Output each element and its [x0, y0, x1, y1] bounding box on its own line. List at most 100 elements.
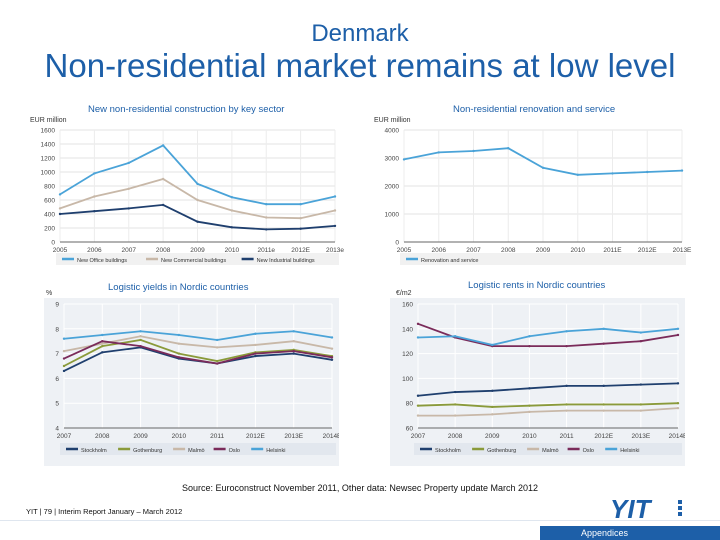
- data-point: [230, 226, 234, 229]
- data-point: [565, 403, 568, 406]
- data-point: [676, 406, 680, 410]
- x-tick-label: 2013e: [326, 247, 344, 254]
- legend-label: Oslo: [583, 448, 594, 454]
- chart-3-title: Logistic yields in Nordic countries: [108, 282, 249, 293]
- data-point: [58, 207, 62, 210]
- data-point: [161, 203, 165, 207]
- series-line: [418, 407, 679, 417]
- x-tick-label: 2008: [95, 433, 110, 440]
- source-note: Source: Euroconstruct November 2011, Oth…: [181, 483, 539, 493]
- data-point: [491, 389, 494, 392]
- data-point: [196, 198, 199, 202]
- data-point: [416, 414, 420, 417]
- x-tick-label: 2013E: [284, 433, 303, 440]
- data-point: [453, 403, 457, 406]
- data-point: [62, 337, 66, 340]
- y-tick-label: 400: [44, 212, 55, 219]
- data-point: [639, 340, 643, 343]
- y-tick-label: 1000: [385, 212, 400, 219]
- data-point: [330, 358, 334, 361]
- data-point: [416, 394, 420, 397]
- data-point: [602, 384, 605, 388]
- data-point: [491, 413, 494, 416]
- legend-label: Malmö: [188, 448, 205, 454]
- x-tick-label: 2012E: [246, 433, 265, 440]
- x-tick-label: 2012E: [291, 247, 310, 254]
- data-point: [127, 187, 130, 190]
- chart-background: [390, 298, 685, 466]
- x-tick-label: 2013E: [673, 247, 692, 254]
- x-tick-label: 2011E: [603, 247, 622, 254]
- data-point: [215, 359, 219, 363]
- data-point: [416, 404, 420, 407]
- y-tick-label: 6: [55, 376, 59, 383]
- data-point: [58, 212, 62, 216]
- x-tick-label: 2010: [571, 247, 586, 254]
- legend-label: Helsinki: [620, 448, 639, 454]
- legend-label: New Office buildings: [77, 258, 127, 264]
- y-tick-label: 5: [55, 401, 59, 408]
- y-tick-label: 1200: [41, 156, 56, 163]
- data-point: [299, 217, 302, 220]
- series-line: [417, 327, 679, 346]
- y-tick-label: 80: [406, 401, 414, 408]
- series-line: [417, 402, 679, 408]
- x-tick-label: 2008: [448, 433, 463, 440]
- y-tick-label: 2000: [385, 184, 400, 191]
- data-point: [101, 340, 104, 343]
- data-point: [292, 352, 295, 355]
- x-tick-label: 2006: [87, 247, 102, 254]
- data-point: [565, 384, 568, 388]
- y-tick-label: 4: [55, 426, 59, 433]
- data-point: [62, 357, 66, 360]
- data-point: [196, 182, 199, 186]
- data-point: [491, 405, 494, 409]
- series-line: [63, 330, 333, 341]
- y-tick-label: 1400: [41, 142, 56, 149]
- x-tick-label: 2014E: [669, 433, 685, 440]
- data-point: [161, 144, 165, 147]
- data-point: [416, 336, 420, 339]
- data-point: [528, 404, 531, 407]
- x-tick-label: 2014E: [323, 433, 339, 440]
- legend-label: Oslo: [229, 448, 240, 454]
- chart-4-ylabel: €/m2: [396, 290, 412, 297]
- legend-label: Malmö: [542, 448, 559, 454]
- data-point: [127, 161, 130, 165]
- data-point: [611, 172, 614, 175]
- y-tick-label: 9: [55, 302, 59, 309]
- data-point: [265, 216, 268, 219]
- legend-label: Stockholm: [435, 448, 461, 454]
- y-tick-label: 800: [44, 184, 55, 191]
- data-point: [101, 344, 104, 348]
- data-point: [177, 356, 181, 359]
- y-tick-label: 3000: [385, 156, 400, 163]
- x-tick-label: 2012E: [638, 247, 657, 254]
- legend-background: [414, 443, 682, 455]
- data-point: [254, 332, 257, 335]
- data-point: [639, 409, 643, 412]
- data-point: [576, 173, 579, 176]
- series-line: [417, 322, 679, 348]
- data-point: [265, 228, 268, 231]
- x-tick-label: 2010: [172, 433, 187, 440]
- data-point: [177, 333, 181, 337]
- chart-background: [44, 298, 339, 466]
- legend-label: Gothenburg: [487, 448, 516, 454]
- chart-4-title: Logistic rents in Nordic countries: [468, 280, 606, 291]
- chart-3-ylabel: %: [46, 290, 53, 297]
- data-point: [101, 333, 104, 337]
- x-tick-label: 2005: [53, 247, 68, 254]
- x-tick-label: 2013E: [631, 433, 650, 440]
- y-tick-label: 140: [402, 326, 413, 333]
- data-point: [565, 409, 568, 412]
- slide-subtitle: Denmark: [311, 20, 409, 47]
- x-tick-label: 2007: [122, 247, 137, 254]
- data-point: [453, 390, 457, 394]
- y-tick-label: 1000: [41, 170, 56, 177]
- chart-1-ylabel: EUR million: [30, 117, 67, 124]
- data-point: [62, 364, 66, 368]
- data-point: [330, 356, 334, 359]
- data-point: [676, 333, 680, 337]
- footer-divider: [0, 520, 720, 521]
